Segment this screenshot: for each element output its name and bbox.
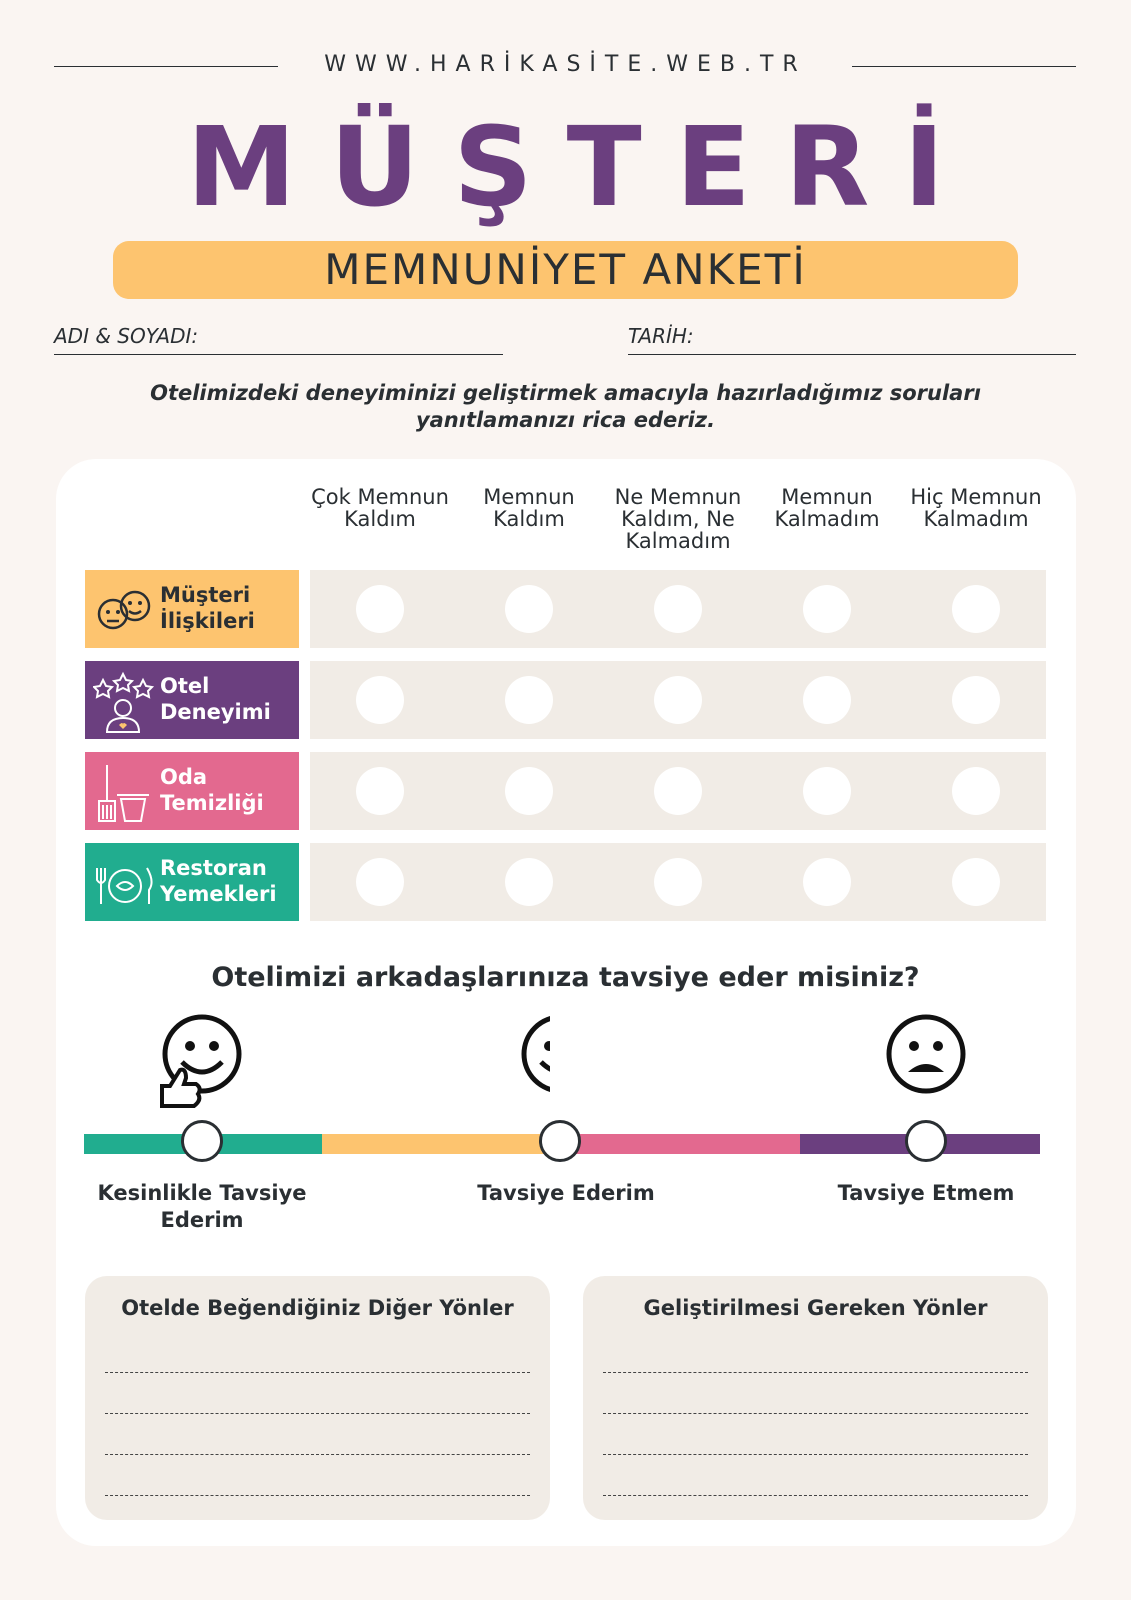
column-header: Memnun Kalmadım <box>774 485 880 531</box>
rating-option[interactable] <box>952 585 1000 633</box>
rating-option[interactable] <box>654 767 702 815</box>
column-header: Çok Memnun Kaldım <box>311 485 449 531</box>
faces <box>160 1014 550 1108</box>
row-icon <box>97 590 151 630</box>
rating-option[interactable] <box>803 585 851 633</box>
rating-option[interactable] <box>356 585 404 633</box>
date-label: TARİH: <box>628 324 694 348</box>
row-label: Oda Temizliği <box>85 752 299 830</box>
scale-option[interactable] <box>181 1120 223 1162</box>
rating-option[interactable] <box>505 585 553 633</box>
row-icon <box>96 867 153 904</box>
column-header: Memnun Kaldım <box>483 485 575 531</box>
rating-option[interactable] <box>952 858 1000 906</box>
write-line[interactable] <box>603 1372 1028 1373</box>
name-line <box>54 354 503 355</box>
rating-option[interactable] <box>356 767 404 815</box>
rating-option[interactable] <box>803 767 851 815</box>
row-label-text: Müşteri İlişkileri <box>160 583 255 633</box>
rating-option[interactable] <box>654 585 702 633</box>
rating-option[interactable] <box>654 676 702 724</box>
subtitle: MEMNUNİYET ANKETİ <box>113 241 1018 299</box>
name-label: ADI & SOYADI: <box>54 324 199 348</box>
question: Otelimizi arkadaşlarınıza tavsiye eder m… <box>211 962 920 993</box>
rating-option[interactable] <box>803 858 851 906</box>
box-title: Geliştirilmesi Gereken Yönler <box>643 1296 988 1320</box>
rating-option[interactable] <box>505 676 553 724</box>
scale-segment <box>561 1134 800 1154</box>
option-label: Tavsiye Ederim <box>477 1181 655 1205</box>
row-label-text: Oda Temizliği <box>160 765 264 815</box>
column-header: Hiç Memnun Kalmadım <box>910 485 1042 531</box>
sad-face <box>886 1014 966 1094</box>
rating-option[interactable] <box>803 676 851 724</box>
intro: Otelimizdeki deneyiminizi geliştirmek am… <box>150 381 981 432</box>
box-title: Otelde Beğendiğiniz Diğer Yönler <box>121 1296 514 1320</box>
write-line[interactable] <box>603 1413 1028 1414</box>
write-line[interactable] <box>105 1372 530 1373</box>
scale-option[interactable] <box>905 1120 947 1162</box>
row-label-text: Restoran Yemekleri <box>160 856 277 906</box>
write-line[interactable] <box>105 1495 530 1496</box>
title: MÜŞTERİ <box>186 103 979 231</box>
row-label: Otel Deneyimi <box>85 661 299 739</box>
scale-option[interactable] <box>539 1120 581 1162</box>
row-label-text: Otel Deneyimi <box>160 674 271 724</box>
column-header: Ne Memnun Kaldım, Ne Kalmadım <box>614 485 742 553</box>
write-line[interactable] <box>105 1413 530 1414</box>
option-label: Kesinlikle Tavsiye Ederim <box>97 1181 307 1232</box>
date-line <box>628 354 1076 355</box>
rating-option[interactable] <box>356 858 404 906</box>
write-line[interactable] <box>603 1495 1028 1496</box>
row-label: Müşteri İlişkileri <box>85 570 299 648</box>
rating-option[interactable] <box>654 858 702 906</box>
row-icon <box>98 765 149 822</box>
divider <box>54 66 278 67</box>
rating-option[interactable] <box>505 858 553 906</box>
rating-option[interactable] <box>952 767 1000 815</box>
write-line[interactable] <box>603 1454 1028 1455</box>
comment-box: Geliştirilmesi Gereken Yönler <box>583 1276 1048 1520</box>
divider <box>852 66 1076 67</box>
rating-option[interactable] <box>356 676 404 724</box>
rating-option[interactable] <box>505 767 553 815</box>
website: WWW.HARİKASİTE.WEB.TR <box>324 52 807 77</box>
rating-option[interactable] <box>952 676 1000 724</box>
option-label: Tavsiye Etmem <box>837 1181 1015 1205</box>
row-label: Restoran Yemekleri <box>85 843 299 921</box>
write-line[interactable] <box>105 1454 530 1455</box>
row-icon <box>93 671 155 733</box>
scale-segment <box>322 1134 561 1154</box>
comment-box: Otelde Beğendiğiniz Diğer Yönler <box>85 1276 550 1520</box>
